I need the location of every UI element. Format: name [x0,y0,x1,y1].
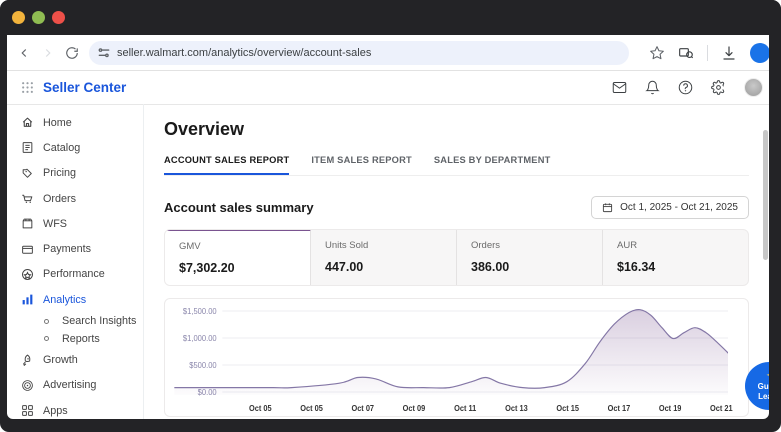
svg-text:Oct 19: Oct 19 [659,404,682,413]
svg-text:Oct 05: Oct 05 [300,404,323,413]
svg-text:Oct 17: Oct 17 [608,404,631,413]
svg-text:Oct 21: Oct 21 [710,404,733,413]
svg-text:Oct 11: Oct 11 [454,404,477,413]
svg-text:$500.00: $500.00 [189,361,217,370]
svg-text:Oct 09: Oct 09 [403,404,426,413]
svg-text:Oct 05: Oct 05 [249,404,272,413]
svg-text:Oct 07: Oct 07 [351,404,374,413]
svg-text:Oct 15: Oct 15 [556,404,579,413]
svg-text:Oct 13: Oct 13 [505,404,528,413]
svg-text:$1,000.00: $1,000.00 [183,334,217,343]
svg-text:$1,500.00: $1,500.00 [183,307,217,316]
